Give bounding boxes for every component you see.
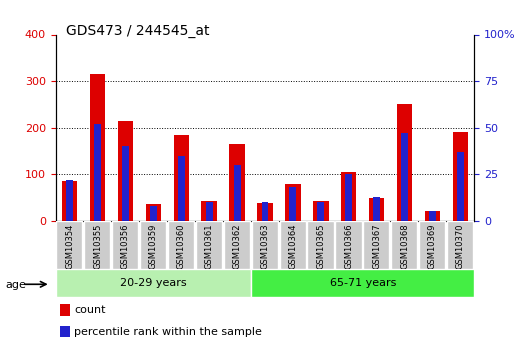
FancyBboxPatch shape [279, 221, 306, 269]
FancyBboxPatch shape [196, 221, 222, 269]
Bar [118, 121, 133, 221]
FancyBboxPatch shape [391, 221, 418, 269]
FancyBboxPatch shape [307, 221, 334, 269]
Bar [122, 146, 129, 221]
Bar [150, 206, 157, 221]
Bar [453, 132, 468, 221]
Bar [317, 202, 324, 221]
Text: count: count [75, 305, 106, 315]
Bar [66, 180, 73, 221]
Text: GSM10360: GSM10360 [177, 223, 186, 269]
Text: GSM10359: GSM10359 [149, 223, 158, 269]
Bar [373, 197, 380, 221]
FancyBboxPatch shape [140, 221, 166, 269]
Text: GSM10363: GSM10363 [261, 223, 269, 269]
Bar [401, 133, 408, 221]
Bar [201, 201, 217, 221]
Bar [313, 201, 329, 221]
FancyBboxPatch shape [251, 269, 474, 297]
Bar [60, 304, 70, 316]
Bar [457, 152, 464, 221]
Bar [345, 174, 352, 221]
Bar [341, 172, 356, 221]
Text: GSM10370: GSM10370 [456, 223, 465, 269]
Bar [146, 205, 161, 221]
Text: 20-29 years: 20-29 years [120, 278, 187, 288]
Text: GDS473 / 244545_at: GDS473 / 244545_at [66, 24, 210, 38]
FancyBboxPatch shape [419, 221, 445, 269]
Bar [425, 211, 440, 221]
FancyBboxPatch shape [56, 269, 251, 297]
Bar [62, 181, 77, 221]
Bar [429, 211, 436, 221]
Bar [229, 144, 245, 221]
Bar [90, 74, 105, 221]
Text: 65-71 years: 65-71 years [330, 278, 396, 288]
Text: GSM10364: GSM10364 [288, 223, 297, 269]
FancyBboxPatch shape [447, 221, 473, 269]
FancyBboxPatch shape [84, 221, 110, 269]
Bar [94, 124, 101, 221]
Bar [258, 203, 272, 221]
Bar [234, 165, 241, 221]
FancyBboxPatch shape [335, 221, 361, 269]
Bar [397, 104, 412, 221]
FancyBboxPatch shape [112, 221, 138, 269]
FancyBboxPatch shape [363, 221, 390, 269]
Text: percentile rank within the sample: percentile rank within the sample [75, 327, 262, 337]
Text: GSM10368: GSM10368 [400, 223, 409, 269]
Text: GSM10362: GSM10362 [233, 223, 242, 269]
Bar [174, 135, 189, 221]
Bar [261, 202, 269, 221]
Text: GSM10354: GSM10354 [65, 223, 74, 269]
Text: age: age [5, 280, 26, 289]
Text: GSM10355: GSM10355 [93, 223, 102, 269]
FancyBboxPatch shape [252, 221, 278, 269]
Text: GSM10361: GSM10361 [205, 223, 214, 269]
Bar [178, 156, 185, 221]
Bar [60, 326, 70, 337]
Bar [206, 202, 213, 221]
FancyBboxPatch shape [168, 221, 194, 269]
Text: GSM10369: GSM10369 [428, 223, 437, 269]
Text: GSM10366: GSM10366 [344, 223, 353, 269]
Bar [369, 197, 384, 221]
Text: GSM10356: GSM10356 [121, 223, 130, 269]
Text: GSM10367: GSM10367 [372, 223, 381, 269]
Bar [289, 187, 296, 221]
FancyBboxPatch shape [56, 221, 83, 269]
FancyBboxPatch shape [224, 221, 250, 269]
Bar [285, 185, 301, 221]
Text: GSM10365: GSM10365 [316, 223, 325, 269]
